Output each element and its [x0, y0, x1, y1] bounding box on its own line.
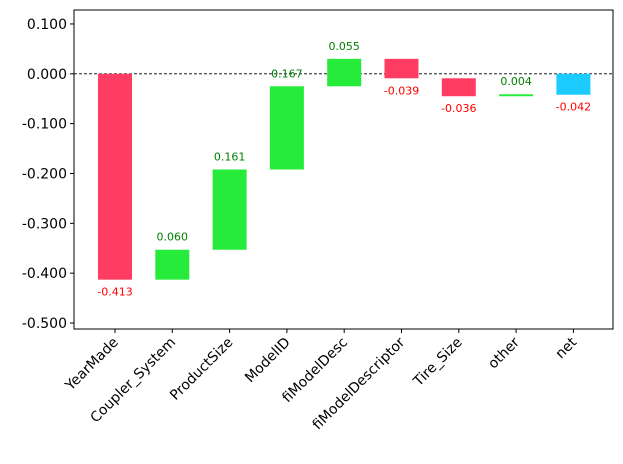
data-label: -0.036 [441, 102, 476, 115]
data-label: -0.413 [97, 286, 132, 299]
data-label: 0.060 [157, 231, 189, 244]
bar-positive [155, 249, 190, 280]
y-tick-label: 0.000 [27, 67, 67, 83]
x-tick-label: YearMade [62, 335, 122, 395]
x-tick-label: Tire_Size [410, 335, 466, 391]
data-labels: -0.413 0.060 0.161 0.167 0.055 -0.039 -0.036 0.… [97, 40, 591, 299]
plot-background [74, 10, 613, 329]
x-tick-label: net [553, 334, 581, 362]
y-tick-label: -0.400 [22, 266, 67, 282]
x-tick-label: ModelID [242, 335, 294, 387]
data-label: -0.039 [384, 84, 419, 97]
y-tick-label: -0.200 [22, 166, 67, 182]
bar-positive [327, 58, 362, 87]
bar-negative [98, 73, 132, 280]
data-label: 0.161 [214, 151, 246, 164]
y-tick-label: -0.300 [22, 216, 67, 232]
data-label: 0.167 [271, 67, 303, 80]
data-label: -0.042 [556, 101, 591, 114]
bar-negative [384, 58, 419, 79]
y-axis: 0.100 0.000 -0.100 -0.200 -0.300 -0.400 -0.500 [22, 17, 74, 332]
plot-frame [73, 9, 614, 330]
bars [98, 58, 591, 280]
bar-positive [269, 86, 304, 170]
y-tick-label: -0.500 [22, 316, 67, 332]
x-tick-label: other [485, 334, 523, 372]
bar-negative [441, 78, 476, 97]
y-tick-label: 0.100 [27, 17, 67, 33]
data-label: 0.055 [328, 40, 360, 53]
y-tick-label: -0.100 [22, 117, 67, 133]
bar-net [556, 73, 591, 95]
bar-positive [212, 169, 247, 250]
data-label: 0.004 [500, 75, 532, 88]
